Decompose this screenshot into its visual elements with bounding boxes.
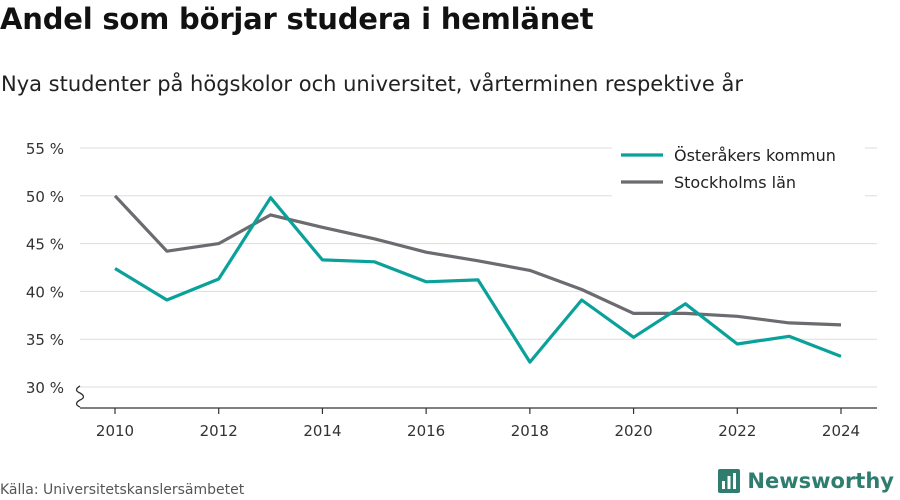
page-title: Andel som börjar studera i hemlänet	[0, 2, 594, 36]
x-tick-label: 2024	[822, 422, 860, 440]
series-lines	[113, 194, 842, 364]
legend-box	[612, 143, 865, 197]
legend-label: Österåkers kommun	[674, 146, 836, 165]
legend: Österåkers kommun Stockholms län	[612, 143, 865, 197]
y-tick-label: 50 %	[26, 188, 64, 206]
x-tick-label: 2012	[200, 422, 238, 440]
x-tick-label: 2010	[96, 422, 134, 440]
x-tick-label: 2016	[407, 422, 445, 440]
x-tick-label: 2018	[511, 422, 549, 440]
x-tick-label: 2022	[718, 422, 756, 440]
axis-break-icon	[75, 385, 85, 408]
chart-subtitle: Nya studenter på högskolor och universit…	[1, 72, 743, 96]
brand-name: Newsworthy	[747, 469, 894, 493]
y-tick-label: 35 %	[26, 331, 64, 349]
series-line	[113, 194, 842, 327]
y-tick-label: 45 %	[26, 236, 64, 254]
x-tick-label: 2020	[614, 422, 652, 440]
y-axis-labels: 30 % 35 % 40 % 45 % 50 % 55 %	[26, 140, 64, 397]
legend-label: Stockholms län	[674, 173, 796, 192]
y-tick-label: 40 %	[26, 283, 64, 301]
line-chart: 30 %35 %40 %45 %50 %55 % 2010 2012 2014 201…	[26, 140, 877, 440]
y-tick-label: 30 %	[26, 379, 64, 397]
y-tick-label: 55 %	[26, 140, 64, 158]
x-axis: 2010 2012 2014 2016 2018 2020 2022 2024	[80, 407, 877, 440]
series-line	[114, 196, 842, 364]
x-tick-label: 2014	[303, 422, 341, 440]
bar-chart-logo-icon	[718, 469, 741, 493]
axis-break-squiggle	[75, 385, 85, 408]
source-note: Källa: Universitetskanslersämbetet	[0, 482, 245, 498]
brand-logo: Newsworthy	[717, 468, 894, 494]
